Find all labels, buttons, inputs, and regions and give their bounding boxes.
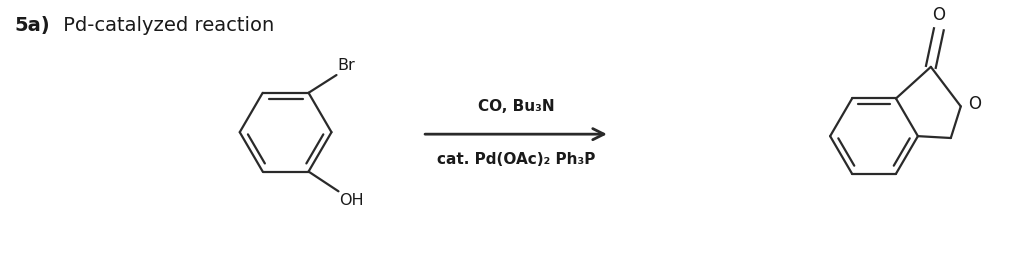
Text: Br: Br [338,58,355,73]
Text: Pd-catalyzed reaction: Pd-catalyzed reaction [57,16,275,35]
Text: OH: OH [340,193,364,208]
Text: O: O [968,95,981,114]
Text: O: O [933,6,945,24]
Text: CO, Bu₃N: CO, Bu₃N [478,100,554,114]
Text: cat. Pd(OAc)₂ Ph₃P: cat. Pd(OAc)₂ Ph₃P [437,152,595,167]
Text: 5a): 5a) [14,16,50,35]
